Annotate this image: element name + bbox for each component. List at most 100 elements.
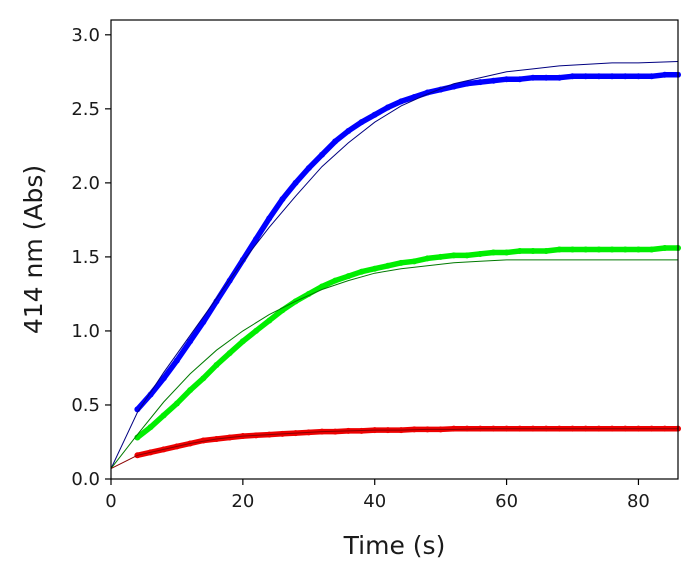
- series-2: [110, 425, 681, 470]
- data-point: [543, 247, 550, 254]
- data-point: [147, 391, 154, 398]
- data-point: [358, 119, 365, 126]
- data-point: [635, 246, 642, 253]
- data-point: [398, 98, 405, 105]
- data-point: [582, 73, 589, 80]
- data-point: [477, 250, 484, 257]
- data-point: [305, 165, 312, 172]
- data-point: [292, 179, 299, 186]
- data-point: [384, 262, 391, 269]
- plot-area: [110, 61, 681, 470]
- data-point: [332, 138, 339, 145]
- data-point: [173, 400, 180, 407]
- data-point: [305, 290, 312, 297]
- data-point: [503, 249, 510, 256]
- data-point: [187, 387, 194, 394]
- data-point: [411, 258, 418, 265]
- data-point: [424, 255, 431, 262]
- y-tick-label: 1.5: [71, 247, 100, 268]
- data-point: [516, 247, 523, 254]
- y-axis-label: 414 nm (Abs): [19, 165, 48, 334]
- data-point: [609, 246, 616, 253]
- data-point: [464, 80, 471, 87]
- x-tick-label: 80: [627, 491, 650, 512]
- data-point: [411, 93, 418, 100]
- data-point: [490, 77, 497, 84]
- data-point: [200, 319, 207, 326]
- data-point: [450, 425, 457, 432]
- data-point: [318, 283, 325, 290]
- data-point: [437, 253, 444, 260]
- data-point: [200, 375, 207, 382]
- data-point: [173, 357, 180, 364]
- data-point: [556, 246, 563, 253]
- data-point: [371, 111, 378, 118]
- data-point: [622, 246, 629, 253]
- data-point: [490, 249, 497, 256]
- data-point: [424, 89, 431, 96]
- x-tick-label: 40: [363, 491, 386, 512]
- x-tick-label: 0: [105, 491, 116, 512]
- data-point: [371, 265, 378, 272]
- data-point: [529, 247, 536, 254]
- data-point: [477, 79, 484, 86]
- y-tick-label: 2.0: [71, 173, 100, 194]
- x-tick-label: 60: [495, 491, 518, 512]
- data-point: [318, 151, 325, 158]
- axes: 0 20 40 60 80 0.0 0.5 1.0 1.5 2.0 2.5 3.0: [71, 25, 650, 512]
- data-point: [595, 246, 602, 253]
- data-point: [266, 215, 273, 222]
- data-point: [648, 246, 655, 253]
- data-point: [569, 246, 576, 253]
- data-point: [253, 327, 260, 334]
- data-point: [345, 273, 352, 280]
- series-2-fit-line: [110, 428, 678, 470]
- plot-frame: [110, 19, 679, 480]
- data-point: [345, 128, 352, 135]
- data-point: [529, 74, 536, 81]
- data-point: [450, 83, 457, 90]
- data-point: [450, 252, 457, 259]
- data-point: [595, 73, 602, 80]
- data-point: [635, 73, 642, 80]
- data-point: [543, 74, 550, 81]
- y-tick-label: 0.0: [71, 469, 100, 490]
- data-point: [239, 338, 246, 345]
- y-tick-label: 0.5: [71, 395, 100, 416]
- data-point: [160, 412, 167, 419]
- data-point: [516, 76, 523, 83]
- series-1-trace: [134, 245, 681, 441]
- data-point: [661, 71, 668, 78]
- data-point: [187, 338, 194, 345]
- data-point: [253, 236, 260, 243]
- data-point: [622, 73, 629, 80]
- data-point: [569, 73, 576, 80]
- y-tick-label: 3.0: [71, 25, 100, 46]
- data-point: [239, 256, 246, 263]
- data-point: [226, 350, 233, 357]
- series-0-trace: [134, 72, 681, 413]
- data-point: [147, 424, 154, 431]
- series-2-trace: [134, 425, 681, 459]
- x-tick-label: 20: [231, 491, 254, 512]
- data-point: [398, 259, 405, 266]
- y-tick-label: 1.0: [71, 321, 100, 342]
- data-point: [332, 277, 339, 284]
- data-point: [556, 74, 563, 81]
- series-1: [110, 245, 681, 469]
- series-0-fit-line: [110, 61, 679, 469]
- x-axis-label: Time (s): [343, 531, 446, 560]
- data-point: [213, 361, 220, 368]
- data-point: [609, 73, 616, 80]
- data-point: [503, 76, 510, 83]
- data-point: [464, 252, 471, 259]
- data-point: [661, 245, 668, 252]
- data-point: [160, 375, 167, 382]
- data-point: [648, 73, 655, 80]
- series-0: [110, 61, 681, 469]
- data-point: [582, 246, 589, 253]
- data-point: [266, 317, 273, 324]
- y-tick-label: 2.5: [71, 99, 100, 120]
- data-point: [279, 196, 286, 203]
